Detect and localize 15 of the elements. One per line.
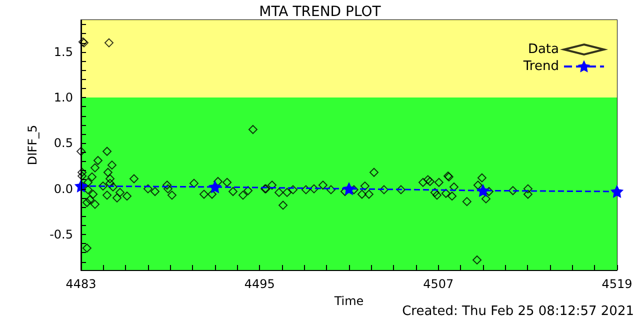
y-tick-label: 1.0 [54, 90, 73, 105]
text: Created: Thu Feb 25 08:12:57 2021 [402, 304, 634, 319]
x-tick-label: 4519 [602, 277, 632, 291]
legend-label: Trend [522, 59, 559, 74]
y-tick-label: -0.5 [50, 227, 73, 242]
y-axis-title: DIFF_5 [26, 124, 40, 166]
x-axis-title: Time [333, 294, 364, 308]
x-tick-label: 4483 [66, 277, 96, 291]
legend-label: Data [528, 42, 559, 57]
x-tick-label: 4495 [244, 277, 275, 291]
chart-title: MTA TREND PLOT [259, 4, 382, 20]
y-tick-label: 1.5 [54, 44, 73, 59]
y-tick-label: 0.0 [54, 182, 73, 196]
x-tick-label: 4507 [423, 277, 454, 291]
y-tick-label: 0.5 [54, 136, 73, 150]
